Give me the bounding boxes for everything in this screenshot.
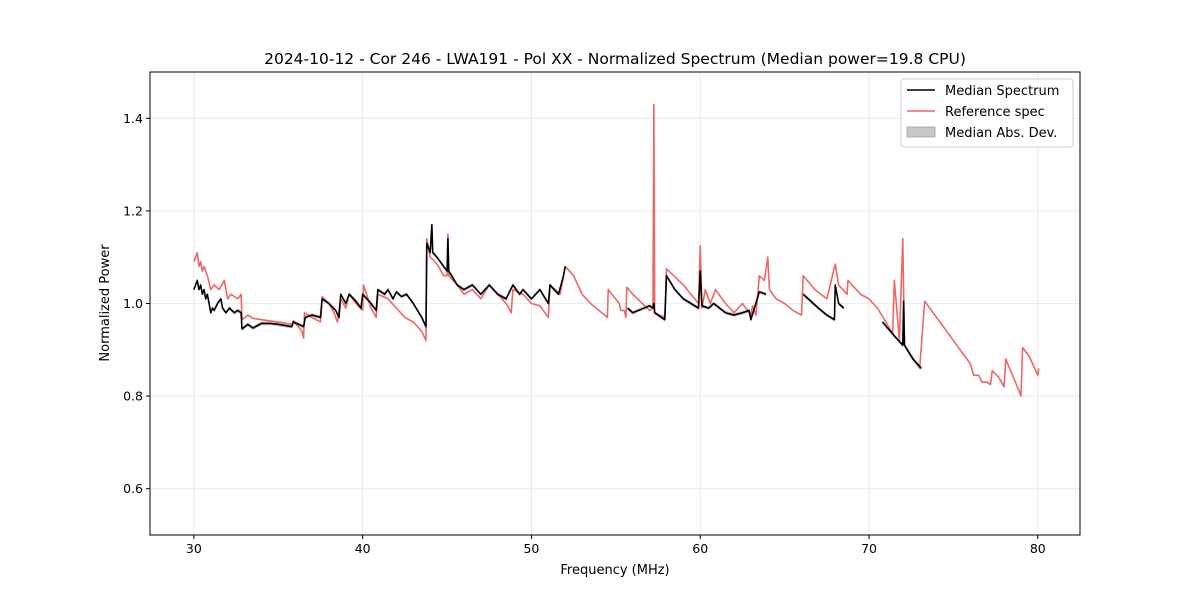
x-tick-label: 50 [523, 541, 539, 556]
legend-label-mad: Median Abs. Dev. [945, 126, 1057, 141]
y-axis-label: Normalized Power [98, 244, 113, 362]
y-tick-label: 0.6 [123, 481, 143, 496]
x-tick-label: 60 [692, 541, 708, 556]
median-spectrum-line [802, 284, 845, 321]
median-spectrum-line [193, 223, 566, 330]
legend-label-reference: Reference spec [945, 105, 1045, 120]
y-tick-label: 1.2 [123, 203, 143, 218]
median-spectrum-line [881, 300, 922, 369]
x-tick-label: 80 [1030, 541, 1046, 556]
x-axis-ticks: 30 40 50 60 70 80 [186, 535, 1046, 556]
legend-swatch-mad [906, 126, 936, 138]
x-tick-label: 30 [186, 541, 202, 556]
legend-box [900, 78, 1074, 148]
legend: Median Spectrum Reference spec Median Ab… [900, 78, 1074, 148]
y-tick-label: 1.4 [123, 111, 143, 126]
y-axis-ticks: 0.6 0.8 1.0 1.2 1.4 [123, 111, 150, 496]
legend-label-median: Median Spectrum [945, 84, 1059, 99]
median-spectrum-series [193, 223, 922, 369]
chart-title: 2024-10-12 - Cor 246 - LWA191 - Pol XX -… [264, 50, 966, 68]
x-tick-label: 70 [861, 541, 877, 556]
y-tick-label: 1.0 [123, 296, 143, 311]
x-tick-label: 40 [355, 541, 371, 556]
y-tick-label: 0.8 [123, 389, 143, 404]
median-spectrum-line [627, 270, 767, 321]
x-axis-label: Frequency (MHz) [560, 563, 669, 578]
